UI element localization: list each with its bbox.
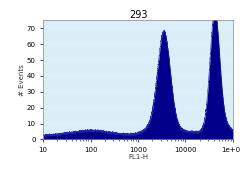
Title: 293: 293: [129, 10, 147, 20]
Y-axis label: # Events: # Events: [19, 64, 25, 96]
X-axis label: FL1-H: FL1-H: [128, 154, 148, 160]
